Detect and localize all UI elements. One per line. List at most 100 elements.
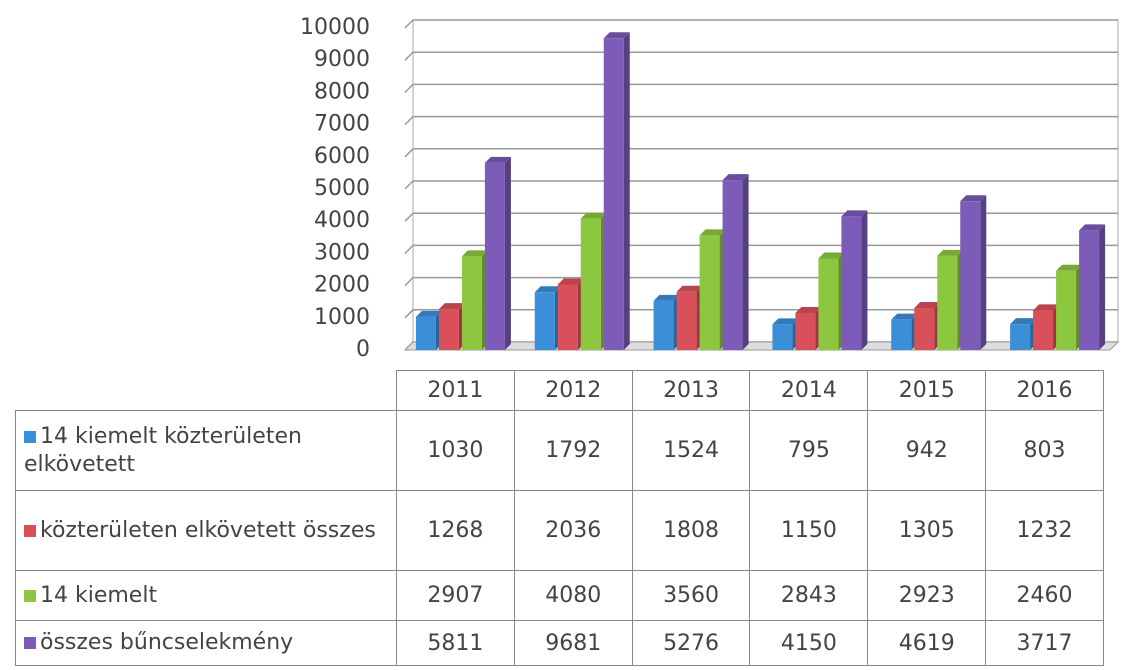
bar <box>557 284 578 350</box>
category-label: 2015 <box>867 370 987 411</box>
grid-line <box>404 83 1118 93</box>
category-label: 2014 <box>749 370 869 411</box>
bar-top <box>461 250 488 257</box>
value-cell: 4150 <box>749 620 869 666</box>
value-cell: 2843 <box>749 570 869 621</box>
bar <box>1010 324 1031 350</box>
bar <box>841 216 862 350</box>
bar <box>461 256 482 350</box>
bar <box>891 319 912 350</box>
bar-top <box>603 32 630 39</box>
bar-top <box>772 318 799 325</box>
legend-cell: 14 kiemelt <box>15 570 397 621</box>
bar-top <box>653 294 680 301</box>
bar <box>534 292 555 350</box>
y-tick-label: 4000 <box>314 208 370 233</box>
bar <box>914 307 935 350</box>
grid-line <box>404 148 1118 158</box>
value-cell: 5811 <box>396 620 515 666</box>
bar-top <box>580 212 607 219</box>
value-cell: 3560 <box>631 570 751 621</box>
grid-line <box>404 115 1118 126</box>
bar-top <box>960 195 987 202</box>
y-tick-label: 2000 <box>314 273 370 298</box>
bar-top <box>484 156 511 163</box>
bar <box>1056 270 1077 350</box>
back-wall <box>403 19 1119 351</box>
y-tick-label: 5000 <box>314 176 370 201</box>
table-header-row: 2011 2012 2013 2014 2015 2016 <box>16 370 1104 411</box>
grid-line <box>404 244 1118 254</box>
value-cell: 9681 <box>513 620 633 666</box>
bar <box>580 218 601 350</box>
bar-top <box>891 313 918 320</box>
value-cell: 2460 <box>985 570 1104 621</box>
bar-top <box>534 286 561 293</box>
category-label: 2016 <box>985 370 1104 411</box>
grid-line <box>404 309 1118 319</box>
value-cell: 1030 <box>396 410 515 491</box>
y-tick-label: 1000 <box>314 305 370 330</box>
bar-side <box>1099 224 1106 350</box>
category-label: 2011 <box>396 370 515 411</box>
legend-cell: közterületen elkövetett összes <box>15 490 397 571</box>
bar-top <box>795 306 822 313</box>
table-row: 14 kiemelt 2907 4080 3560 2843 2923 2460 <box>15 570 1104 621</box>
bar-side <box>980 195 987 350</box>
y-tick-label: 8000 <box>314 79 370 104</box>
value-cell: 2907 <box>396 570 515 621</box>
bar-top <box>914 301 941 308</box>
bar-top <box>841 210 868 217</box>
y-tick-label: 3000 <box>314 240 370 265</box>
bar-top <box>699 229 726 236</box>
bar-top <box>676 285 703 292</box>
bar-top <box>557 278 584 285</box>
legend-label: 14 kiemelt közterületen elkövetett <box>24 423 302 477</box>
value-cell: 2923 <box>867 570 987 621</box>
bar <box>1033 310 1054 350</box>
category-label: 2013 <box>631 370 751 411</box>
value-cell: 4619 <box>867 620 987 666</box>
bar-side <box>623 32 630 351</box>
bar <box>676 291 697 350</box>
value-cell: 942 <box>867 410 987 491</box>
grid-line <box>404 180 1118 190</box>
bar-top <box>722 174 749 181</box>
y-tick-label: 6000 <box>314 144 370 169</box>
table-row: összes bűncselekmény 5811 9681 5276 4150 4619… <box>15 620 1104 666</box>
bar <box>722 180 743 350</box>
bar <box>484 162 505 350</box>
value-cell: 803 <box>985 410 1104 491</box>
bar-top <box>438 303 465 310</box>
value-cell: 2036 <box>513 490 633 571</box>
category-label: 2012 <box>513 370 633 411</box>
grid-line <box>404 212 1118 222</box>
grid-line <box>404 51 1118 61</box>
bar-top <box>937 249 964 256</box>
bar <box>1079 230 1100 350</box>
value-cell: 4080 <box>513 570 633 621</box>
y-tick-label: 7000 <box>314 112 370 137</box>
legend-cell: összes bűncselekmény <box>15 620 397 666</box>
value-cell: 1524 <box>631 410 751 491</box>
bar <box>415 316 436 350</box>
value-cell: 1232 <box>985 490 1104 571</box>
bar-side <box>742 174 749 350</box>
value-cell: 3717 <box>985 620 1104 666</box>
legend-cell: 14 kiemelt közterületen elkövetett <box>15 410 397 491</box>
grid-line <box>404 19 1118 29</box>
bar-top <box>415 310 442 317</box>
table-row: 14 kiemelt közterületen elkövetett 1030 17… <box>15 410 1104 491</box>
grid-line <box>404 276 1118 287</box>
y-tick-label: 10000 <box>300 15 370 40</box>
bar <box>937 255 958 350</box>
bar <box>772 324 793 350</box>
bar-top <box>1079 224 1106 231</box>
bar <box>795 312 816 350</box>
bar <box>438 309 459 350</box>
value-cell: 5276 <box>631 620 751 666</box>
bar <box>818 258 839 350</box>
value-cell: 1792 <box>513 410 633 491</box>
